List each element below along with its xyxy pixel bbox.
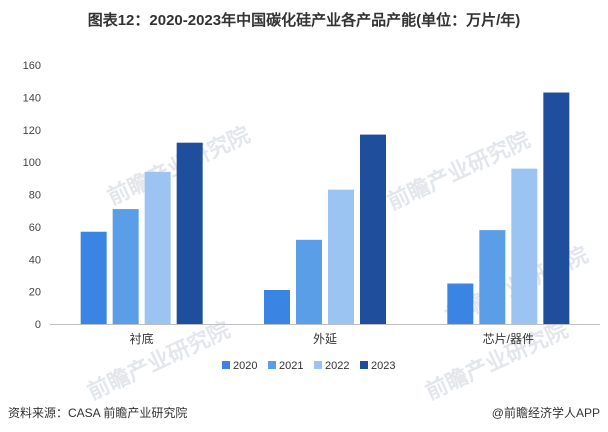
legend-swatch-2021 xyxy=(268,361,276,369)
bar-2023-2 xyxy=(543,92,570,324)
bar-2021-0 xyxy=(112,209,139,324)
bar-2021-2 xyxy=(479,230,506,324)
watermark-text: 前瞻产业研究院 xyxy=(422,317,573,406)
bar-2022-1 xyxy=(328,189,354,324)
bar-2021-1 xyxy=(296,239,322,324)
legend-label-2023: 2023 xyxy=(371,360,395,372)
y-tick-label: 140 xyxy=(23,92,41,104)
legend-label-2022: 2022 xyxy=(325,360,349,372)
y-tick-label: 80 xyxy=(29,190,41,202)
watermark-text: 前瞻产业研究院 xyxy=(84,317,235,406)
bar-2022-2 xyxy=(511,168,538,324)
legend: 2020 2021 2022 2023 xyxy=(222,360,395,372)
y-tick-label: 160 xyxy=(23,60,41,72)
brand-note: @前瞻经济学人APP xyxy=(491,406,600,420)
x-category-label: 衬底 xyxy=(130,331,154,346)
bar-2020-1 xyxy=(264,290,290,324)
bar-2023-0 xyxy=(176,142,203,324)
bar-group xyxy=(80,92,570,324)
x-category-label: 芯片/器件 xyxy=(483,332,534,346)
y-tick-label: 120 xyxy=(23,125,41,137)
legend-label-2020: 2020 xyxy=(233,360,257,372)
chart-title: 图表12：2020-2023年中国碳化硅产业各产品产能(单位：万片/年) xyxy=(87,12,521,29)
x-axis-labels: 衬底 外延 芯片/器件 xyxy=(130,331,534,346)
legend-swatch-2022 xyxy=(314,361,322,369)
bar-2020-2 xyxy=(447,283,474,324)
bar-2022-0 xyxy=(144,171,171,324)
bar-2020-0 xyxy=(80,231,107,324)
x-category-label: 外延 xyxy=(313,332,337,346)
y-tick-label: 0 xyxy=(35,319,41,331)
bar-2023-1 xyxy=(360,134,386,324)
y-tick-label: 40 xyxy=(29,254,41,266)
y-axis-ticks: 0 20 40 60 80 100 120 140 160 xyxy=(23,60,41,331)
legend-label-2021: 2021 xyxy=(279,360,303,372)
source-note: 资料来源：CASA 前瞻产业研究院 xyxy=(8,406,188,420)
y-tick-label: 60 xyxy=(29,222,41,234)
legend-swatch-2023 xyxy=(360,361,368,369)
legend-swatch-2020 xyxy=(222,361,230,369)
y-tick-label: 20 xyxy=(29,287,41,299)
y-tick-label: 100 xyxy=(23,157,41,169)
